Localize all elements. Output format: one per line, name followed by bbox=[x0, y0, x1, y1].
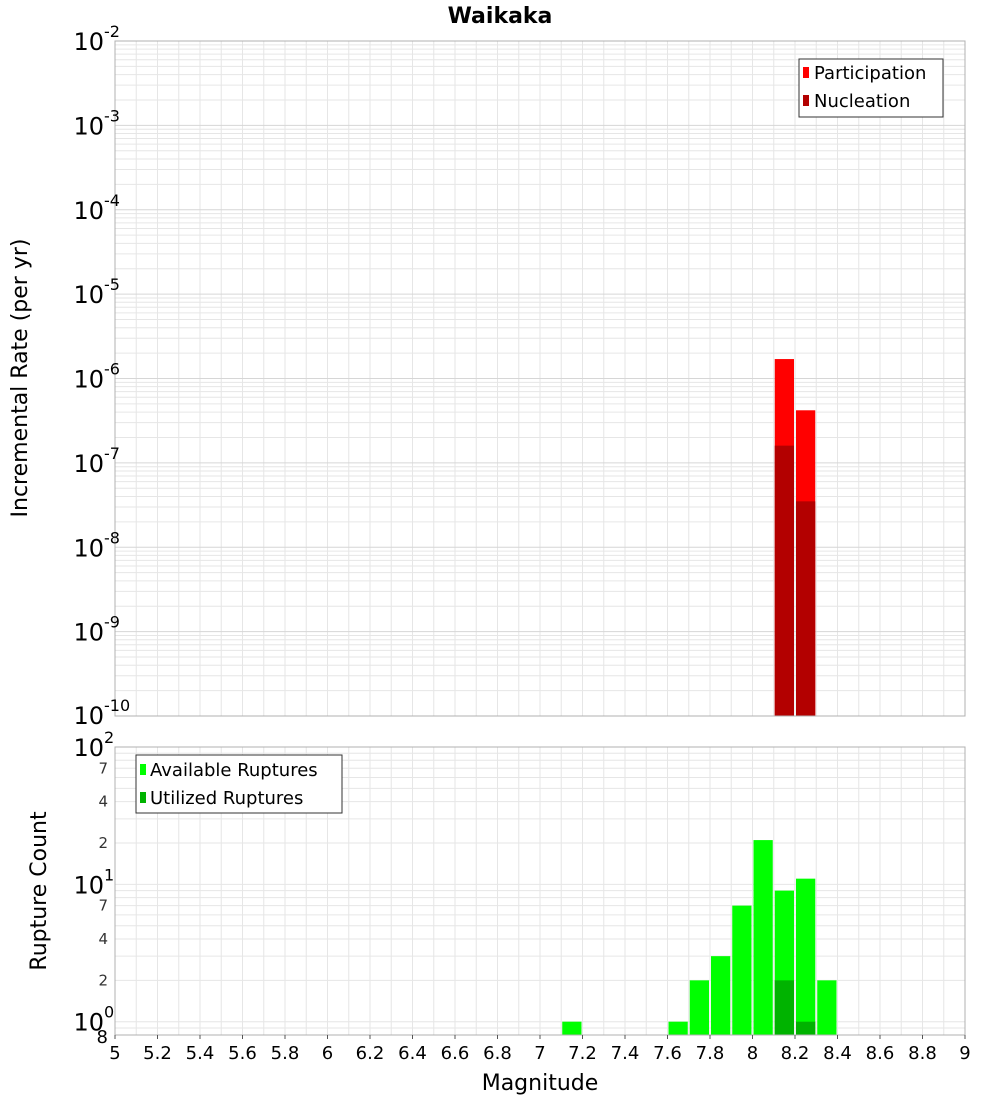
y-tick-exponent: -2 bbox=[104, 22, 120, 41]
x-tick-label: 6.4 bbox=[398, 1043, 427, 1064]
y-tick-base: 10 bbox=[73, 702, 104, 730]
y-tick-minor: 8 bbox=[97, 1027, 108, 1048]
y-tick-minor: 2 bbox=[98, 971, 108, 989]
x-ticks: 5 5.2 5.4 5.6 5.8 6 6.2 6.4 6.6 6.8 7 7.2 7.4 7.6 7.8 8… bbox=[109, 1035, 971, 1064]
y-tick-exponent: -8 bbox=[104, 528, 120, 547]
x-tick-label: 8.6 bbox=[866, 1043, 895, 1064]
x-axis-label: Magnitude bbox=[482, 1071, 599, 1096]
available-ruptures-bar bbox=[817, 980, 837, 1035]
y-tick-base: 10 bbox=[73, 112, 104, 140]
available-ruptures-bar bbox=[668, 1021, 688, 1035]
x-tick-label: 7.6 bbox=[653, 1043, 682, 1064]
y-tick-exponent: 2 bbox=[104, 728, 114, 747]
y-tick-base: 10 bbox=[73, 281, 104, 309]
available-ruptures-bar bbox=[711, 956, 731, 1035]
rate-y-axis-label: Incremental Rate (per yr) bbox=[8, 239, 33, 518]
available-ruptures-bar bbox=[689, 980, 709, 1035]
nucleation-bar bbox=[796, 501, 816, 716]
y-tick-minor: 2 bbox=[98, 834, 108, 852]
rate-grid bbox=[114, 41, 966, 717]
rate-legend-box bbox=[798, 58, 944, 118]
x-tick-label: 8.4 bbox=[823, 1043, 852, 1064]
x-tick-label: 6.8 bbox=[483, 1043, 512, 1064]
nucleation-bar bbox=[774, 445, 794, 716]
legend-entry: Nucleation bbox=[814, 91, 910, 112]
y-tick-base: 10 bbox=[73, 450, 104, 478]
nucleation-swatch bbox=[803, 95, 809, 106]
x-tick-label: 5.8 bbox=[271, 1043, 300, 1064]
y-tick-exponent: -7 bbox=[104, 444, 120, 463]
legend-entry: Available Ruptures bbox=[150, 760, 318, 781]
x-tick-label: 8 bbox=[747, 1043, 758, 1064]
y-tick-base: 10 bbox=[73, 871, 104, 899]
y-tick-base: 10 bbox=[73, 28, 104, 56]
y-tick-exponent: 1 bbox=[104, 865, 114, 884]
y-tick-exponent: -5 bbox=[104, 275, 120, 294]
y-tick-base: 10 bbox=[73, 197, 104, 225]
y-tick-exponent: -9 bbox=[104, 613, 120, 632]
legend-entry: Participation bbox=[814, 63, 926, 84]
count-legend: Available Ruptures Utilized Ruptures bbox=[135, 754, 343, 814]
x-tick-label: 7.8 bbox=[696, 1043, 725, 1064]
x-tick-label: 5.6 bbox=[228, 1043, 257, 1064]
y-tick-base: 10 bbox=[73, 534, 104, 562]
utilized-ruptures-bar bbox=[774, 980, 794, 1035]
rate-bars bbox=[774, 359, 816, 716]
x-tick-label: 7 bbox=[534, 1043, 545, 1064]
x-tick-label: 6.2 bbox=[356, 1043, 385, 1064]
x-tick-label: 7.4 bbox=[611, 1043, 640, 1064]
y-tick-minor: 7 bbox=[98, 759, 108, 777]
y-tick-exponent: -6 bbox=[104, 360, 120, 379]
count-legend-box bbox=[135, 754, 343, 814]
x-tick-label: 9 bbox=[959, 1043, 970, 1064]
y-tick-exponent: -10 bbox=[104, 696, 130, 715]
available-ruptures-bar bbox=[753, 840, 773, 1035]
y-tick-base: 10 bbox=[73, 619, 104, 647]
y-tick-exponent: -4 bbox=[104, 191, 120, 210]
rate-y-ticks: 10-210-310-410-510-610-710-810-910-10 bbox=[73, 22, 130, 730]
rate-panel: 10-210-310-410-510-610-710-810-910-10 In… bbox=[8, 22, 966, 730]
x-tick-label: 6 bbox=[322, 1043, 333, 1064]
y-tick-base: 10 bbox=[73, 366, 104, 394]
participation-swatch bbox=[803, 67, 809, 78]
utilized-ruptures-bar bbox=[796, 1021, 816, 1035]
x-tick-label: 5.2 bbox=[143, 1043, 172, 1064]
utilized-swatch bbox=[140, 792, 146, 803]
y-tick-minor: 7 bbox=[98, 897, 108, 915]
y-tick-base: 10 bbox=[73, 734, 104, 762]
rate-plot-frame bbox=[114, 40, 966, 717]
available-ruptures-bar bbox=[562, 1021, 582, 1035]
x-tick-label: 6.6 bbox=[441, 1043, 470, 1064]
legend-entry: Utilized Ruptures bbox=[150, 788, 303, 809]
x-tick-label: 7.2 bbox=[568, 1043, 597, 1064]
rate-legend: Participation Nucleation bbox=[798, 58, 944, 118]
y-tick-exponent: -3 bbox=[104, 106, 120, 125]
count-y-axis-label: Rupture Count bbox=[27, 811, 52, 971]
chart-title: Waikaka bbox=[448, 4, 553, 29]
available-ruptures-bar bbox=[796, 878, 816, 1035]
y-tick-minor: 4 bbox=[98, 793, 108, 811]
y-tick-base: 10 bbox=[73, 1009, 104, 1037]
available-ruptures-bar bbox=[732, 905, 752, 1035]
x-tick-label: 8.8 bbox=[908, 1043, 937, 1064]
available-swatch bbox=[140, 764, 146, 775]
x-tick-label: 5.4 bbox=[186, 1043, 215, 1064]
y-tick-minor: 4 bbox=[98, 930, 108, 948]
count-bars bbox=[562, 840, 837, 1035]
x-tick-label: 8.2 bbox=[781, 1043, 810, 1064]
y-tick-exponent: 0 bbox=[104, 1003, 114, 1022]
x-tick-label: 5 bbox=[109, 1043, 120, 1064]
